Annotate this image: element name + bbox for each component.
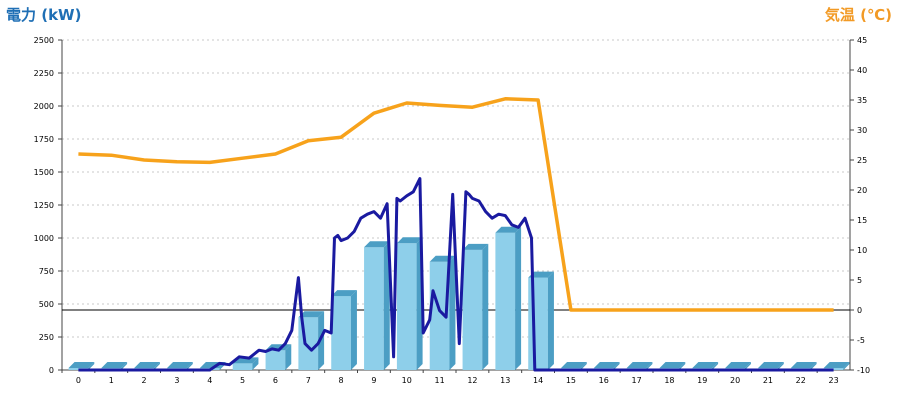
x-tick-label: 18 (664, 376, 674, 385)
left-tick-label: 500 (39, 300, 54, 309)
left-tick-label: 750 (39, 267, 54, 276)
x-tick-label: 1 (109, 376, 114, 385)
bar (265, 344, 292, 370)
left-tick-label: 1750 (34, 135, 54, 144)
x-tick-label: 13 (500, 376, 510, 385)
left-tick-label: 1250 (34, 201, 54, 210)
left-tick-label: 250 (39, 333, 54, 342)
x-tick-label: 9 (371, 376, 376, 385)
left-tick-label: 2500 (34, 36, 54, 45)
x-tick-label: 23 (828, 376, 838, 385)
x-tick-label: 7 (306, 376, 311, 385)
x-tick-label: 16 (599, 376, 609, 385)
x-tick-label: 10 (402, 376, 412, 385)
bar (331, 290, 357, 370)
right-tick-label: -5 (857, 336, 865, 345)
x-tick-label: 3 (174, 376, 179, 385)
x-tick-label: 2 (142, 376, 147, 385)
x-tick-label: 14 (533, 376, 543, 385)
bar (396, 237, 423, 370)
left-tick-label: 1000 (34, 234, 54, 243)
left-tick-label: 2250 (34, 69, 54, 78)
right-tick-label: 5 (857, 276, 862, 285)
right-tick-label: 30 (857, 126, 867, 135)
x-tick-label: 5 (240, 376, 245, 385)
bar (364, 241, 390, 370)
bar (495, 226, 522, 370)
right-tick-label: 25 (857, 156, 867, 165)
left-tick-label: 1500 (34, 168, 54, 177)
x-tick-label: 22 (796, 376, 806, 385)
x-tick-label: 12 (467, 376, 477, 385)
x-tick-label: 8 (339, 376, 344, 385)
x-tick-label: 19 (697, 376, 707, 385)
right-tick-label: 0 (857, 306, 862, 315)
x-tick-label: 20 (730, 376, 740, 385)
bar (462, 243, 489, 370)
x-tick-label: 11 (434, 376, 444, 385)
temperature-line (78, 97, 834, 312)
power-line (78, 177, 834, 372)
x-tick-label: 0 (76, 376, 81, 385)
right-tick-label: 40 (857, 66, 867, 75)
bar (232, 357, 259, 370)
right-tick-label: 45 (857, 36, 867, 45)
right-tick-label: 15 (857, 216, 867, 225)
right-axis-title: 気温 (℃) (824, 6, 892, 24)
left-tick-label: 0 (49, 366, 54, 375)
x-tick-label: 17 (631, 376, 641, 385)
x-tick-label: 6 (273, 376, 278, 385)
x-tick-label: 21 (763, 376, 773, 385)
left-axis-title: 電力 (kW) (6, 6, 82, 24)
right-tick-label: 35 (857, 96, 867, 105)
right-tick-label: 20 (857, 186, 867, 195)
x-tick-label: 4 (207, 376, 212, 385)
left-tick-label: 2000 (34, 102, 54, 111)
right-tick-label: -10 (857, 366, 870, 375)
right-tick-label: 10 (857, 246, 867, 255)
x-tick-label: 15 (566, 376, 576, 385)
